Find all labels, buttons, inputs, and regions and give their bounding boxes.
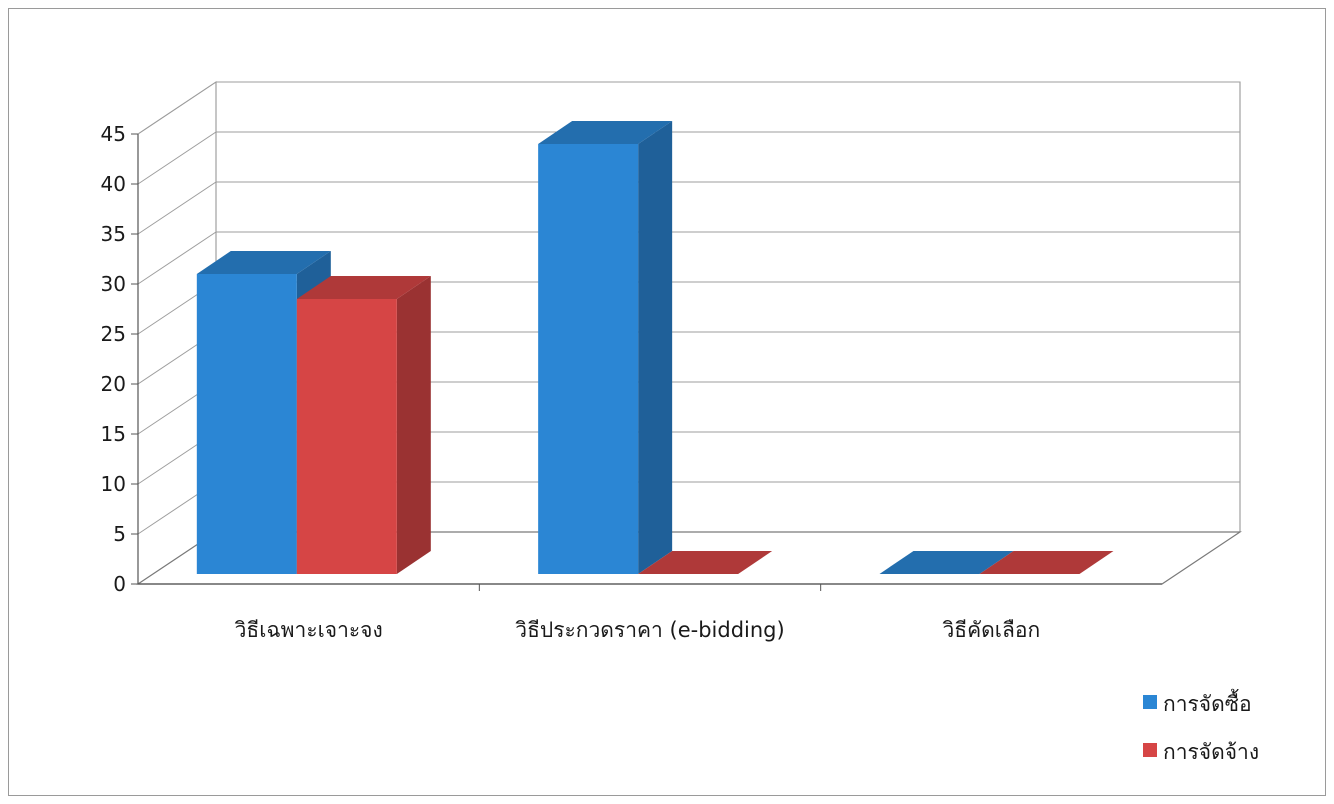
legend-swatch (1143, 695, 1157, 709)
legend-swatch (1143, 743, 1157, 757)
gridline (137, 131, 1240, 185)
category-label: วิธีเฉพาะเจาะจง (234, 618, 382, 642)
y-tick-label: 40 (101, 172, 126, 196)
y-tick-label: 15 (101, 422, 126, 446)
bar-top-face (538, 121, 673, 144)
y-tick-label: 45 (101, 122, 126, 146)
bar-top-face (879, 551, 1014, 574)
y-tick-label: 25 (101, 322, 126, 346)
y-tick-label: 10 (101, 472, 126, 496)
legend-label: การจัดจ้าง (1163, 740, 1259, 764)
bar-chart: 0 5 10 15 20 25 30 35 40 45 วิธีเฉพาะเจาะจง วิธีประ… (101, 81, 1259, 764)
bar-hire (979, 551, 1114, 574)
bar-hire (638, 551, 773, 574)
gridline (137, 231, 1240, 285)
bar-side-face (638, 121, 673, 574)
bars (196, 121, 1114, 574)
category-label: วิธีประกวดราคา (e-bidding) (515, 618, 785, 642)
axes (131, 133, 1162, 591)
bar-top-face (638, 551, 773, 574)
bar-top-face (296, 276, 431, 299)
bar-front-face (196, 274, 297, 574)
y-tick-label: 30 (101, 272, 126, 296)
bar-top-face (979, 551, 1114, 574)
category-label: วิธีคัดเลือก (942, 618, 1040, 642)
bar-purchase (538, 121, 673, 574)
bar-hire (296, 276, 431, 574)
y-tick-label: 5 (113, 522, 126, 546)
bar-purchase (879, 551, 1014, 574)
bar-front-face (538, 144, 639, 574)
gridline (137, 181, 1240, 235)
bar-top-face (196, 251, 331, 274)
y-tick-label: 0 (113, 572, 126, 596)
y-tick-label: 35 (101, 222, 126, 246)
gridline (137, 81, 1240, 135)
legend-label: การจัดซื้อ (1163, 689, 1252, 716)
chart-frame: 0 5 10 15 20 25 30 35 40 45 วิธีเฉพาะเจาะจง วิธีประ… (8, 8, 1326, 796)
bar-front-face (296, 299, 397, 574)
axis-labels: 0 5 10 15 20 25 30 35 40 45 วิธีเฉพาะเจาะจง วิธีประ… (101, 122, 1041, 642)
bar-side-face (396, 276, 431, 574)
y-tick-label: 20 (101, 372, 126, 396)
